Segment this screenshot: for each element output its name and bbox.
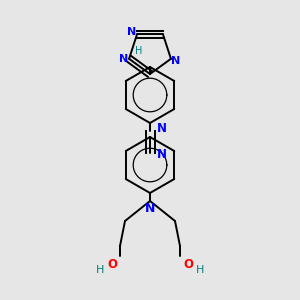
Text: N: N: [128, 27, 137, 37]
Text: H: H: [96, 265, 104, 275]
Text: N: N: [157, 122, 167, 136]
Text: N: N: [171, 56, 181, 66]
Text: O: O: [183, 257, 193, 271]
Text: N: N: [119, 54, 129, 64]
Text: N: N: [157, 148, 167, 161]
Text: O: O: [107, 257, 117, 271]
Text: N: N: [145, 202, 155, 214]
Text: H: H: [196, 265, 204, 275]
Text: H: H: [135, 46, 143, 56]
